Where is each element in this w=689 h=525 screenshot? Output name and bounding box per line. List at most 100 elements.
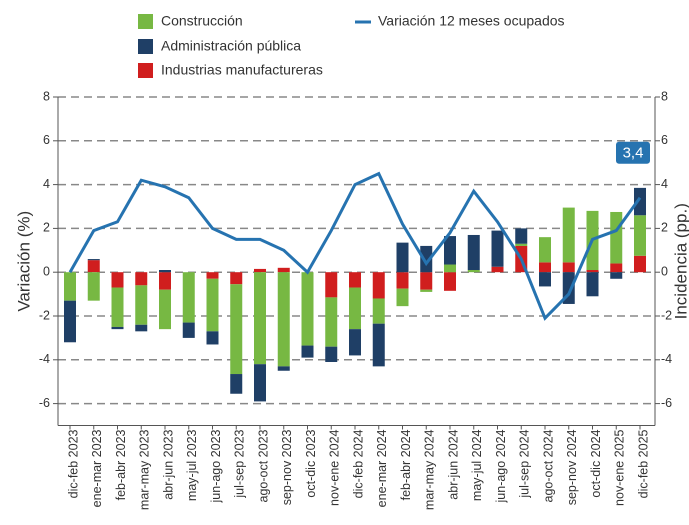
y-axis-label: Variación (%) — [14, 211, 33, 312]
bar — [467, 234, 480, 271]
x-tick-label: ago-oct 2023 — [256, 429, 270, 502]
y-tick-label: 4 — [43, 177, 50, 191]
y2-tick-label: 4 — [661, 177, 668, 191]
bar — [87, 259, 100, 261]
bar — [254, 364, 266, 402]
bar — [467, 270, 480, 273]
bar — [420, 289, 433, 292]
y-tick-label: 2 — [43, 221, 50, 235]
bar — [277, 366, 290, 371]
x-tick-label: mar-may 2024 — [423, 429, 437, 510]
legend-label: Administración pública — [161, 38, 301, 54]
legend-label: Industrias manufactureras — [161, 62, 323, 78]
bar — [159, 272, 171, 290]
bar — [444, 264, 456, 273]
y2-tick-label: 0 — [661, 264, 668, 278]
bar — [277, 272, 290, 367]
bar — [634, 187, 646, 216]
bar — [539, 272, 551, 287]
bar — [349, 329, 361, 356]
bar — [206, 272, 219, 279]
y-tick-label: -2 — [39, 308, 50, 322]
y2-tick-label: -6 — [661, 396, 672, 410]
bar — [634, 255, 646, 273]
bar — [515, 228, 528, 244]
bar — [230, 284, 243, 375]
y2-tick-label: 6 — [661, 133, 668, 147]
x-tick-label: nov-ene 2025 — [613, 429, 627, 506]
x-tick-label: jun-ago 2023 — [209, 429, 223, 503]
y-tick-label: -4 — [39, 352, 50, 366]
bar — [349, 272, 361, 288]
bar — [135, 272, 148, 286]
bar — [372, 298, 385, 324]
x-tick-label: sep-nov 2024 — [565, 429, 579, 505]
bar — [159, 270, 171, 273]
x-tick-label: ago-oct 2024 — [541, 429, 555, 502]
bar — [301, 345, 314, 358]
bar — [64, 300, 76, 343]
x-tick-label: dic-feb 2025 — [636, 429, 650, 498]
bar — [539, 237, 551, 263]
bar — [349, 287, 361, 330]
x-tick-label: jul-sep 2023 — [233, 429, 247, 498]
bar — [159, 289, 171, 330]
x-tick-label: dic-feb 2023 — [66, 429, 80, 498]
legend-swatch — [138, 63, 153, 78]
bar — [206, 278, 219, 332]
bar — [111, 326, 124, 330]
y-tick-label: 0 — [43, 264, 50, 278]
y-tick-label: 6 — [43, 133, 50, 147]
x-tick-label: ene-mar 2024 — [375, 429, 389, 507]
bar — [206, 331, 219, 345]
bar — [396, 272, 409, 289]
bar — [610, 263, 623, 273]
bar — [372, 272, 385, 299]
x-tick-label: may-jul 2024 — [470, 429, 484, 501]
x-tick-label: abr-jun 2024 — [446, 429, 460, 499]
bar — [325, 272, 338, 298]
bar — [301, 272, 314, 346]
x-tick-label: feb-abr 2023 — [114, 429, 128, 500]
bar — [396, 242, 409, 273]
bar — [562, 207, 575, 263]
bar — [111, 272, 124, 288]
x-tick-label: mar-may 2023 — [138, 429, 152, 510]
bar — [254, 272, 266, 365]
x-tick-label: may-jul 2023 — [185, 429, 199, 501]
bar — [182, 272, 195, 323]
bar — [420, 245, 433, 273]
bar — [491, 230, 504, 267]
x-tick-label: nov-ene 2024 — [328, 429, 342, 506]
line — [68, 171, 642, 321]
bar — [230, 272, 243, 285]
bar — [610, 211, 623, 264]
bar — [325, 346, 338, 362]
bar — [254, 268, 266, 273]
y-tick-label: 8 — [43, 89, 50, 103]
x-tick-label: abr-jun 2023 — [161, 429, 175, 499]
bar — [87, 272, 100, 301]
x-tick-label: dic-feb 2024 — [351, 429, 365, 498]
bar — [64, 272, 76, 301]
bar — [325, 297, 338, 347]
y2-tick-label: -2 — [661, 308, 672, 322]
y2-tick-label: 8 — [661, 89, 668, 103]
y2-axis-label: Incidencia (pp.) — [671, 203, 689, 319]
bar — [87, 260, 100, 273]
x-tick-label: feb-abr 2024 — [399, 429, 413, 500]
bar — [539, 262, 551, 273]
legend-swatch — [138, 39, 153, 54]
bar — [230, 374, 243, 394]
bar — [444, 272, 456, 291]
bar — [444, 236, 456, 265]
bar — [491, 266, 504, 273]
bar — [586, 272, 599, 297]
bar — [135, 285, 148, 325]
y-tick-label: -6 — [39, 396, 50, 410]
x-tick-label: sep-nov 2023 — [280, 429, 294, 505]
bar — [562, 262, 575, 273]
legend-label: Variación 12 meses ocupados — [378, 13, 565, 29]
bar — [111, 287, 124, 327]
